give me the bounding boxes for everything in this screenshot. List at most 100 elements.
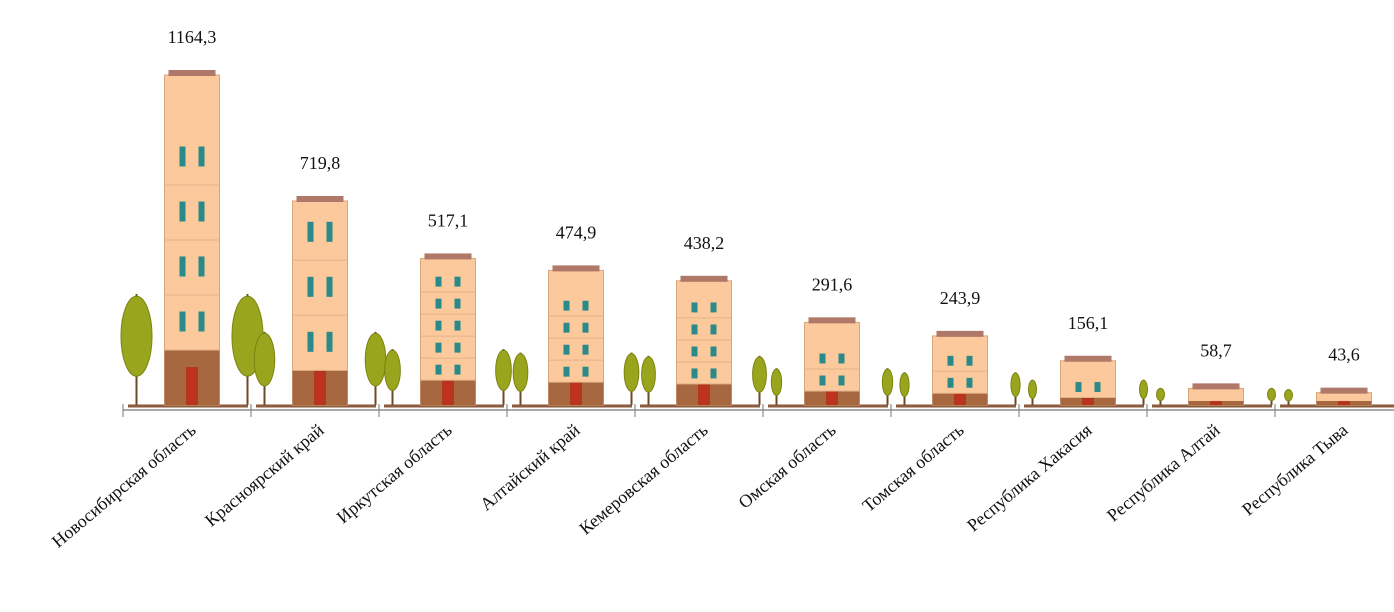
window (180, 257, 186, 277)
tree-crown (753, 357, 767, 392)
x-tick-label: Иркутская область (333, 420, 456, 528)
window (436, 277, 442, 287)
tree-crown (1029, 380, 1037, 398)
window (180, 147, 186, 167)
window (948, 356, 954, 366)
tree (1011, 372, 1020, 405)
tree-crown (642, 357, 656, 392)
x-tick-label: Республика Хакасия (963, 420, 1096, 536)
x-tick-label: Республика Тыва (1238, 420, 1351, 520)
roof (1193, 383, 1240, 389)
window (711, 368, 717, 378)
tree (496, 349, 512, 405)
tree-crown (385, 350, 401, 390)
tree (1029, 380, 1037, 405)
door (698, 384, 710, 405)
door (570, 382, 582, 405)
window (199, 147, 205, 167)
door (826, 391, 838, 405)
window (948, 378, 954, 388)
window (839, 354, 845, 364)
window (564, 345, 570, 355)
x-tick-label: Томская область (858, 420, 967, 516)
value-label: 719,8 (300, 153, 341, 173)
tree (900, 372, 909, 405)
window (436, 299, 442, 309)
roof (809, 317, 856, 323)
window (327, 222, 333, 242)
value-label: 474,9 (556, 222, 597, 242)
x-tick-label: Республика Алтай (1103, 420, 1224, 526)
window (180, 202, 186, 222)
window (711, 302, 717, 312)
tree-crown (624, 354, 639, 392)
tree (642, 356, 656, 405)
window (711, 346, 717, 356)
window (564, 323, 570, 333)
tree-crown (771, 369, 781, 395)
value-label: 438,2 (684, 233, 725, 253)
window (692, 368, 698, 378)
roof (553, 265, 600, 271)
window (455, 321, 461, 331)
x-tick-label: Алтайский край (476, 420, 584, 515)
tree-crown (1011, 373, 1020, 397)
window (1095, 382, 1101, 392)
window (967, 378, 973, 388)
door (442, 380, 454, 405)
value-label: 1164,3 (168, 27, 217, 47)
window (1076, 382, 1082, 392)
tree (771, 368, 781, 405)
window (199, 257, 205, 277)
tree (1140, 380, 1148, 405)
door (314, 370, 326, 405)
window (308, 277, 314, 297)
window (308, 222, 314, 242)
value-label: 517,1 (428, 210, 469, 230)
window (180, 312, 186, 332)
tree-crown (254, 333, 274, 386)
roof (425, 253, 472, 259)
tree (121, 294, 152, 405)
tree-crown (1140, 380, 1148, 398)
tree (365, 332, 385, 405)
x-tick-label: Омская область (735, 420, 840, 513)
roof (937, 331, 984, 337)
roof (681, 276, 728, 282)
door (1210, 401, 1222, 405)
door (1338, 401, 1350, 405)
tree-crown (496, 350, 512, 390)
tree-crown (513, 354, 528, 392)
window (564, 367, 570, 377)
tree (1285, 389, 1293, 405)
roof (1065, 356, 1112, 362)
value-label: 58,7 (1200, 340, 1232, 360)
window (455, 365, 461, 375)
window (564, 301, 570, 311)
door (1082, 397, 1094, 405)
window (327, 277, 333, 297)
tree (254, 332, 274, 405)
window (692, 324, 698, 334)
tree-crown (365, 333, 385, 386)
window (436, 365, 442, 375)
window (711, 324, 717, 334)
tree (513, 353, 528, 405)
window (455, 343, 461, 353)
window (436, 343, 442, 353)
door (186, 367, 198, 405)
window (839, 376, 845, 386)
window (455, 277, 461, 287)
window (436, 321, 442, 331)
window (583, 323, 589, 333)
tree (882, 368, 892, 405)
value-label: 156,1 (1068, 313, 1109, 333)
value-label: 291,6 (812, 274, 853, 294)
tree (385, 349, 401, 405)
window (820, 376, 826, 386)
window (308, 332, 314, 352)
tree-crown (121, 296, 152, 376)
window (455, 299, 461, 309)
window (692, 346, 698, 356)
roof (297, 196, 344, 202)
